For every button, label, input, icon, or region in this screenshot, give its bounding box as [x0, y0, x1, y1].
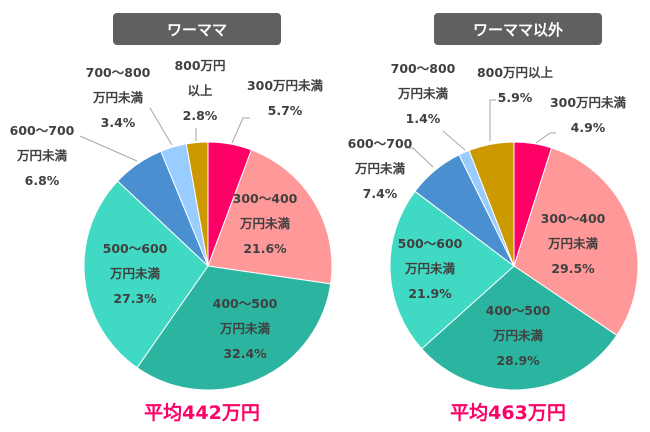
- data-label-line: 21.9%: [408, 286, 452, 301]
- data-label: 300万円未満 5.7%: [247, 73, 323, 123]
- data-label-line: 600～700: [347, 136, 413, 151]
- data-label: 600～700 万円未満 6.8%: [10, 118, 75, 193]
- data-label-line: 4.9%: [570, 120, 606, 135]
- data-label-line: 500～600: [397, 236, 463, 251]
- data-label-line: 400～500: [212, 296, 278, 311]
- data-label-line: 3.4%: [100, 115, 136, 130]
- data-label-line: 万円未満: [547, 236, 598, 251]
- data-label-line: 1.4%: [405, 111, 441, 126]
- data-label-line: 300～400: [540, 211, 606, 226]
- data-label-line: 300～400: [232, 191, 298, 206]
- leader-line: [535, 132, 556, 144]
- data-label-line: 300万円未満: [246, 78, 324, 93]
- data-label-line: 5.7%: [267, 103, 303, 118]
- data-label: 300～400 万円未満 21.6%: [233, 186, 298, 261]
- pie-slice: [513, 147, 639, 336]
- leader-line: [149, 107, 173, 146]
- data-label-line: 以上: [187, 83, 213, 98]
- data-label-line: 32.4%: [223, 346, 267, 361]
- chart-title-working-mothers: ワーママ: [113, 13, 281, 45]
- pie-slice: [468, 141, 515, 267]
- data-label-line: 500～600: [102, 241, 168, 256]
- data-label-line: 万円未満: [492, 328, 543, 343]
- data-label-line: 28.9%: [496, 353, 540, 368]
- data-label-line: 万円未満: [404, 261, 455, 276]
- data-label-line: 万円未満: [16, 148, 67, 163]
- data-label: 300万円未満 4.9%: [550, 90, 626, 140]
- average-annotation-others: 平均463万円: [450, 402, 566, 424]
- data-label-line: 2.8%: [182, 108, 218, 123]
- data-label: 400～500 万円未満 32.4%: [213, 291, 278, 366]
- data-label: 700～800 万円未満 1.4%: [391, 56, 456, 131]
- data-label-line: 700～800: [390, 61, 456, 76]
- data-label-line: 27.3%: [113, 291, 157, 306]
- data-label-line: 万円未満: [92, 90, 143, 105]
- pie-slice: [185, 141, 209, 267]
- data-label-line: 400～500: [485, 303, 551, 318]
- leader-line: [79, 135, 138, 162]
- chart-title-others: ワーママ以外: [434, 13, 602, 45]
- data-label: 800万円以上 2.8%: [174, 53, 225, 128]
- data-label-line: 300万円未満: [549, 95, 627, 110]
- data-label-line: 7.4%: [362, 186, 398, 201]
- pie-slice: [207, 149, 333, 285]
- data-label-line: 万円未満: [397, 86, 448, 101]
- data-label-line: 5.9%: [497, 90, 533, 105]
- pie-slice: [83, 180, 209, 369]
- data-label: 500～600 万円未満 27.3%: [103, 236, 168, 311]
- data-label-line: 万円未満: [239, 216, 290, 231]
- data-label-line: 800万円以上: [476, 65, 554, 80]
- leader-line: [405, 147, 434, 168]
- data-label-line: 600～700: [9, 123, 75, 138]
- pie-slice: [420, 265, 618, 391]
- data-label: 600～700 万円未満 7.4%: [348, 131, 413, 206]
- leader-line: [442, 130, 466, 151]
- pie-slice: [136, 265, 332, 391]
- data-label: 500～600 万円未満 21.9%: [398, 231, 463, 306]
- data-label-line: 万円未満: [354, 161, 405, 176]
- data-label-line: 700～800: [85, 65, 151, 80]
- data-label-line: 6.8%: [24, 173, 60, 188]
- data-label-line: 万円未満: [109, 266, 160, 281]
- data-label: 800万円以上 5.9%: [477, 60, 553, 110]
- leader-line: [489, 99, 496, 141]
- data-label-line: 800万円: [174, 58, 226, 73]
- data-label-line: 万円未満: [219, 321, 270, 336]
- data-label-line: 21.6%: [243, 241, 287, 256]
- pie-slice: [389, 190, 515, 350]
- data-label: 400～500 万円未満 28.9%: [486, 298, 551, 373]
- data-label: 700～800 万円未満 3.4%: [86, 60, 151, 135]
- leader-line: [231, 117, 250, 144]
- data-label-line: 29.5%: [551, 261, 595, 276]
- data-label: 300～400 万円未満 29.5%: [541, 206, 606, 281]
- average-annotation-working-mothers: 平均442万円: [144, 402, 260, 424]
